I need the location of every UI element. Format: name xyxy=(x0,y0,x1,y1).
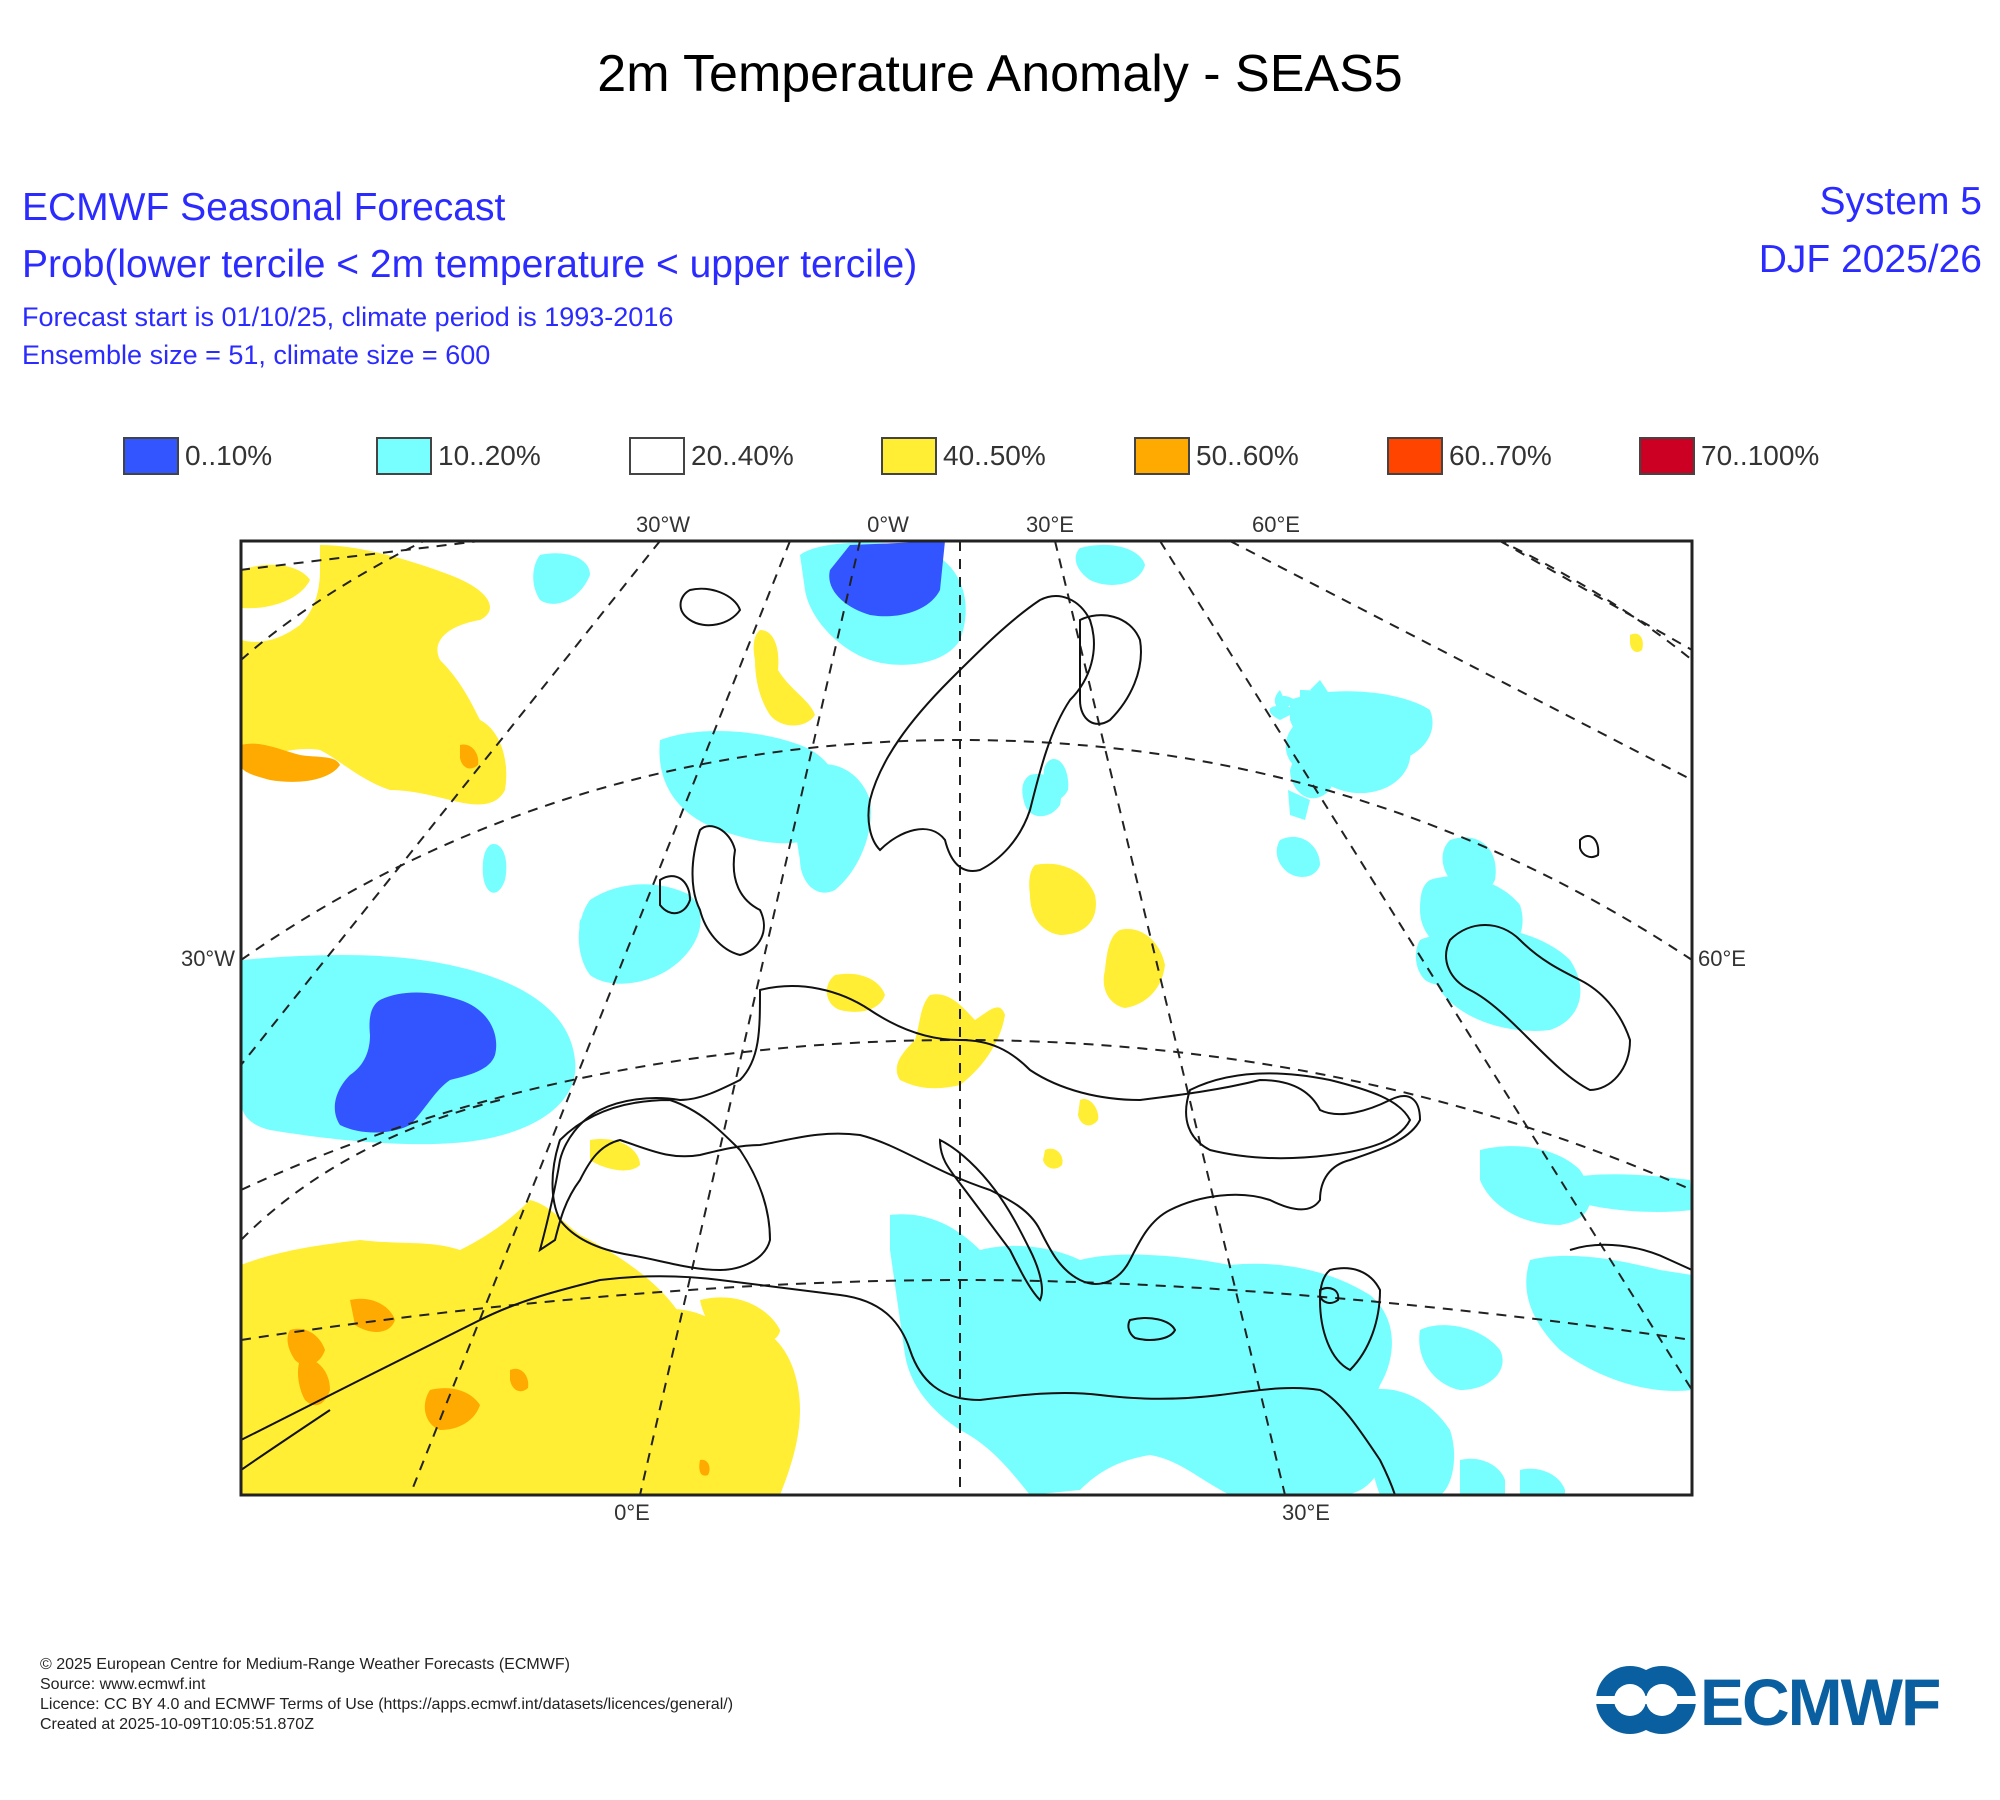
ecmwf-logo-icon xyxy=(1590,1666,1700,1734)
yellow-regions xyxy=(241,545,1643,1495)
legend-label: 10..20% xyxy=(438,440,541,471)
map-container: 30°W 0°W 30°E 60°E 30°W 60°E 0°E 30°E xyxy=(0,500,2000,1540)
legend-swatch xyxy=(881,437,937,475)
top-label-30e: 30°E xyxy=(1026,512,1074,537)
graticule-meridian xyxy=(1054,541,1286,1495)
coastline-iceland xyxy=(679,587,742,627)
legend-swatch xyxy=(1639,437,1695,475)
legend: 0..10% 10..20% 20..40% 40..50% 50..60% 6… xyxy=(123,434,1863,478)
legend-swatch xyxy=(1387,437,1443,475)
coastline-italy xyxy=(938,1138,1043,1302)
coastline-black-sea xyxy=(1185,1072,1412,1160)
blue-regions xyxy=(334,541,945,1133)
graticule-meridian xyxy=(639,541,861,1495)
legend-item: 10..20% xyxy=(376,434,541,478)
coastline-europe-mainland xyxy=(538,985,1422,1285)
coastline-finland xyxy=(1079,614,1142,725)
coastline-iberia xyxy=(551,1098,772,1272)
graticule-meridian xyxy=(241,541,661,1066)
coastline-gulf xyxy=(1569,1243,1692,1271)
coastline-africa-west xyxy=(241,1409,331,1471)
legend-swatch xyxy=(123,437,179,475)
footer-licence: Licence: CC BY 4.0 and ECMWF Terms of Us… xyxy=(40,1696,734,1713)
legend-item: 40..50% xyxy=(881,434,1046,478)
header-season: DJF 2025/26 xyxy=(1758,238,1982,281)
coastline-britain xyxy=(691,825,765,957)
header-org: ECMWF Seasonal Forecast xyxy=(22,186,506,229)
header-ensemble: Ensemble size = 51, climate size = 600 xyxy=(22,340,491,370)
coastline-cyprus xyxy=(1319,1287,1340,1304)
graticule-parallel xyxy=(241,1099,501,1241)
footer-copyright: © 2025 European Centre for Medium-Range … xyxy=(40,1656,570,1673)
coastline-scandinavia xyxy=(867,595,1095,872)
graticule-meridian xyxy=(1229,541,1692,781)
header-forecast-start: Forecast start is 01/10/25, climate peri… xyxy=(22,302,674,332)
header-quantity: Prob(lower tercile < 2m temperature < up… xyxy=(22,243,918,286)
coastline-africa xyxy=(241,1275,1396,1495)
header-system: System 5 xyxy=(1819,180,1982,223)
footer-source: Source: www.ecmwf.int xyxy=(40,1676,206,1693)
footer: © 2025 European Centre for Medium-Range … xyxy=(40,1655,733,1735)
coastline-crete xyxy=(1127,1317,1177,1341)
map-frame xyxy=(239,539,1694,1497)
forecast-map: 30°W 0°W 30°E 60°E 30°W 60°E 0°E 30°E xyxy=(181,512,1746,1525)
probability-fields xyxy=(241,541,1692,1495)
bottom-label-30e: 30°E xyxy=(1282,1500,1330,1525)
map-axis-labels: 30°W 0°W 30°E 60°E 30°W 60°E 0°E 30°E xyxy=(181,512,1746,1525)
orange-regions xyxy=(241,743,710,1476)
graticule-meridian xyxy=(409,541,791,1495)
legend-item: 20..40% xyxy=(629,434,794,478)
cyan-large-regions xyxy=(241,691,1692,1495)
graticule-meridian xyxy=(1159,541,1692,1391)
legend-item: 0..10% xyxy=(123,434,272,478)
ecmwf-logo-text: ECMWF xyxy=(1700,1665,1941,1739)
legend-swatch xyxy=(376,437,432,475)
legend-swatch xyxy=(1134,437,1190,475)
legend-label: 40..50% xyxy=(943,440,1046,471)
bottom-label-0e: 0°E xyxy=(614,1500,650,1525)
legend-item: 70..100% xyxy=(1639,434,1819,478)
legend-label: 60..70% xyxy=(1449,440,1552,471)
coastline-ireland xyxy=(659,875,692,915)
top-label-0w: 0°W xyxy=(867,512,909,537)
graticule-meridian xyxy=(241,541,481,571)
right-label-60e: 60°E xyxy=(1698,946,1746,971)
top-label-30w: 30°W xyxy=(636,512,690,537)
top-label-60e: 60°E xyxy=(1252,512,1300,537)
coastline-caspian xyxy=(1445,924,1632,1092)
ecmwf-logo: ECMWF xyxy=(1590,1660,1970,1740)
legend-item: 60..70% xyxy=(1387,434,1552,478)
graticule-meridian xyxy=(1499,541,1692,651)
coastline-island xyxy=(1579,835,1600,858)
page-title: 2m Temperature Anomaly - SEAS5 xyxy=(597,45,1403,103)
coastlines xyxy=(241,587,1692,1495)
legend-label: 20..40% xyxy=(691,440,794,471)
legend-label: 0..10% xyxy=(185,440,273,471)
legend-swatch xyxy=(629,437,685,475)
legend-item: 50..60% xyxy=(1134,434,1299,478)
legend-label: 50..60% xyxy=(1196,440,1299,471)
footer-created: Created at 2025-10-09T10:05:51.870Z xyxy=(40,1716,314,1733)
left-label-30w: 30°W xyxy=(181,946,235,971)
legend-label: 70..100% xyxy=(1701,440,1820,471)
